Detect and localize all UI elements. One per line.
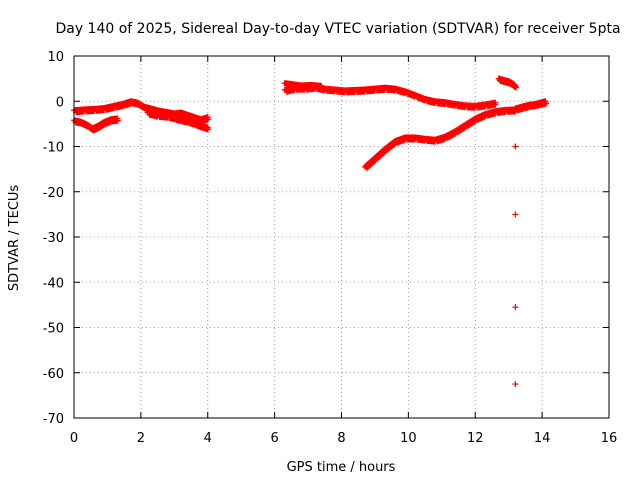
data-point — [512, 211, 519, 218]
data-point — [512, 82, 519, 89]
series-track-d — [495, 75, 520, 91]
series-track-c — [361, 106, 519, 171]
series-track-b-high — [281, 80, 325, 91]
y-tick-label: 0 — [56, 95, 64, 110]
plot-frame — [73, 55, 610, 419]
y-tick-label: 10 — [47, 50, 64, 65]
data-point — [492, 99, 499, 106]
y-tick-label: -40 — [43, 276, 64, 291]
y-tick-label: -20 — [43, 186, 64, 201]
y-axis-label: SDTVAR / TECUs — [7, 185, 22, 292]
x-tick-label: 10 — [400, 431, 417, 446]
x-tick-label: 4 — [204, 431, 212, 446]
data-point — [318, 82, 325, 89]
x-tick-label: 14 — [534, 431, 551, 446]
x-axis-label: GPS time / hours — [287, 460, 396, 475]
x-tick-label: 16 — [601, 431, 618, 446]
data-point — [512, 381, 519, 388]
series-outliers — [512, 143, 519, 388]
data-points — [71, 75, 550, 388]
y-tick-label: -60 — [43, 367, 64, 382]
y-tick-label: -50 — [43, 322, 64, 337]
y-tick-label: -30 — [43, 231, 64, 246]
data-point — [512, 143, 519, 150]
chart-title: Day 140 of 2025, Sidereal Day-to-day VTE… — [55, 21, 620, 37]
data-point — [542, 98, 549, 105]
data-point — [204, 124, 211, 131]
x-tick-label: 6 — [270, 431, 278, 446]
data-point — [512, 304, 519, 311]
x-tick-label: 0 — [70, 431, 78, 446]
series-track-a-lower-2 — [144, 109, 212, 133]
x-tick-label: 2 — [137, 431, 145, 446]
y-tick-label: -70 — [43, 412, 64, 427]
y-tick-label: -10 — [43, 141, 64, 156]
series-track-e — [512, 98, 550, 114]
series-track-a-lower — [71, 115, 121, 134]
x-tick-label: 12 — [467, 431, 484, 446]
axis-ticks: 0 2 4 6 8 10 12 14 16 10 0 -10 -20 -30 -40 -50 -60 -70 — [43, 50, 618, 446]
x-tick-label: 8 — [337, 431, 345, 446]
data-point — [114, 115, 121, 122]
data-point — [204, 114, 211, 121]
